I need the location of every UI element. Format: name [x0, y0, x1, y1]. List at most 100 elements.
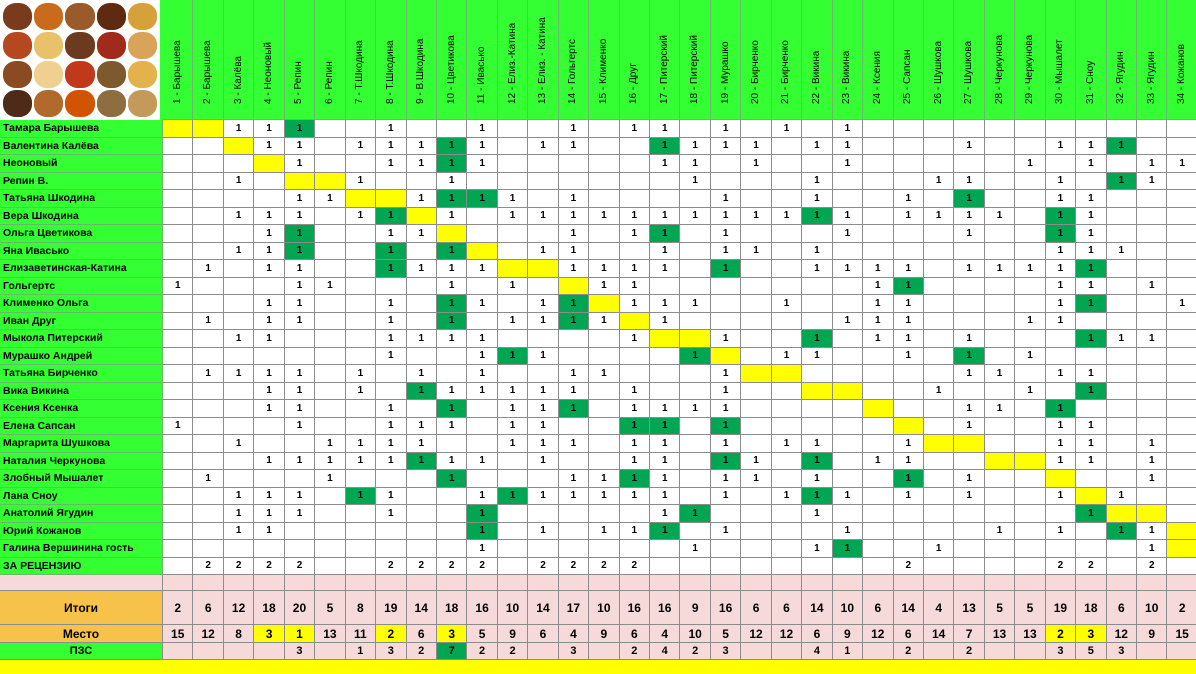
- score-cell: [619, 540, 650, 558]
- total-cell: 18: [254, 591, 285, 625]
- score-cell: 1: [771, 347, 803, 365]
- score-cell: [771, 172, 803, 190]
- score-cell: [406, 277, 437, 295]
- score-cell: [315, 417, 346, 435]
- score-cell: 1: [528, 382, 559, 400]
- score-cell: [528, 172, 559, 190]
- spacer-cell: [863, 575, 894, 591]
- column-header-label: 15 - Клименко: [597, 38, 609, 104]
- score-cell: 1: [1015, 382, 1046, 400]
- score-cell: [650, 172, 681, 190]
- score-cell: [193, 452, 224, 470]
- score-cell: [954, 522, 985, 540]
- score-cell: [1167, 452, 1196, 470]
- column-header-label: 17 - Питерский: [658, 35, 670, 104]
- score-cell: 1: [406, 452, 437, 470]
- spacer-cell: [984, 575, 1016, 591]
- score-cell: [863, 137, 894, 155]
- score-cell: [558, 172, 590, 190]
- score-cell: [436, 347, 468, 365]
- score-cell: [1106, 365, 1137, 383]
- place-cell: 1: [284, 625, 316, 643]
- row-name: Репин В.: [0, 172, 163, 190]
- score-cell: [376, 365, 407, 383]
- score-cell: [680, 330, 711, 348]
- score-cell: [345, 260, 377, 278]
- place-cell: 9: [1137, 625, 1168, 643]
- score-cell: 1: [376, 452, 407, 470]
- score-cell: [923, 557, 955, 575]
- score-cell: 1: [284, 225, 316, 243]
- score-cell: 1: [1106, 137, 1137, 155]
- score-cell: [741, 277, 772, 295]
- score-cell: [741, 435, 772, 453]
- score-cell: [832, 452, 864, 470]
- score-cell: [558, 347, 590, 365]
- column-header: 21 - Бирченко: [771, 0, 803, 120]
- column-header-label: 24 - Ксения: [871, 51, 883, 104]
- column-header-label: 19 - Мурашко: [719, 41, 731, 104]
- score-cell: 1: [954, 487, 985, 505]
- column-header: 13 - Елиз. - Катина: [528, 0, 559, 120]
- score-cell: 1: [376, 417, 407, 435]
- score-cell: [163, 505, 194, 523]
- column-header: 31 - Сноу: [1076, 0, 1107, 120]
- score-cell: [497, 260, 529, 278]
- place-cell: 6: [528, 625, 559, 643]
- column-header-label: 29 - Черкунова: [1023, 34, 1035, 104]
- column-header: 27 - Шушкова: [954, 0, 985, 120]
- score-cell: [223, 155, 255, 173]
- score-cell: 1: [923, 382, 955, 400]
- score-cell: 1: [1106, 487, 1137, 505]
- score-cell: [436, 487, 468, 505]
- score-cell: 1: [1076, 190, 1107, 208]
- pzs-cell: [528, 643, 559, 660]
- score-cell: 1: [467, 330, 498, 348]
- column-header-label: 3 - Калёва: [232, 56, 244, 104]
- score-cell: [710, 172, 742, 190]
- score-cell: [1167, 242, 1196, 260]
- score-cell: [345, 330, 377, 348]
- place-cell: 3: [1076, 625, 1107, 643]
- column-header: 10 - Цветикова: [436, 0, 468, 120]
- score-cell: [771, 505, 803, 523]
- score-cell: 1: [650, 207, 681, 225]
- column-header: 12 - Елиз.-Катина: [497, 0, 529, 120]
- score-cell: [223, 400, 255, 418]
- column-header-label: 33 - Ягудин: [1145, 51, 1157, 105]
- bottom-strip: [223, 660, 255, 674]
- score-cell: [863, 365, 894, 383]
- score-cell: [1106, 417, 1137, 435]
- score-cell: [376, 190, 407, 208]
- score-cell: 1: [436, 417, 468, 435]
- column-header: 1 - Барышева: [163, 0, 194, 120]
- score-cell: 1: [284, 242, 316, 260]
- score-cell: [1167, 400, 1196, 418]
- score-cell: [467, 207, 498, 225]
- score-cell: 1: [558, 312, 590, 330]
- score-cell: 1: [954, 347, 985, 365]
- score-cell: 1: [650, 522, 681, 540]
- score-cell: 2: [376, 557, 407, 575]
- score-cell: 1: [406, 435, 437, 453]
- score-cell: [1106, 295, 1137, 313]
- place-cell: 12: [1106, 625, 1137, 643]
- total-cell: 10: [589, 591, 620, 625]
- score-cell: [954, 295, 985, 313]
- total-cell: 16: [650, 591, 681, 625]
- score-cell: [923, 470, 955, 488]
- score-cell: 1: [1045, 452, 1077, 470]
- column-header-label: 8 - Т.Шкодина: [384, 40, 396, 104]
- pzs-cell: 3: [1045, 643, 1077, 660]
- score-cell: 1: [619, 470, 650, 488]
- score-cell: [619, 172, 650, 190]
- spacer-cell: [619, 575, 650, 591]
- score-cell: 1: [406, 382, 437, 400]
- score-cell: [163, 452, 194, 470]
- score-cell: [558, 155, 590, 173]
- score-cell: 1: [923, 172, 955, 190]
- score-cell: 1: [284, 382, 316, 400]
- column-header-label: 28 - Черкунова: [993, 34, 1005, 104]
- score-cell: [1015, 522, 1046, 540]
- score-cell: 1: [284, 417, 316, 435]
